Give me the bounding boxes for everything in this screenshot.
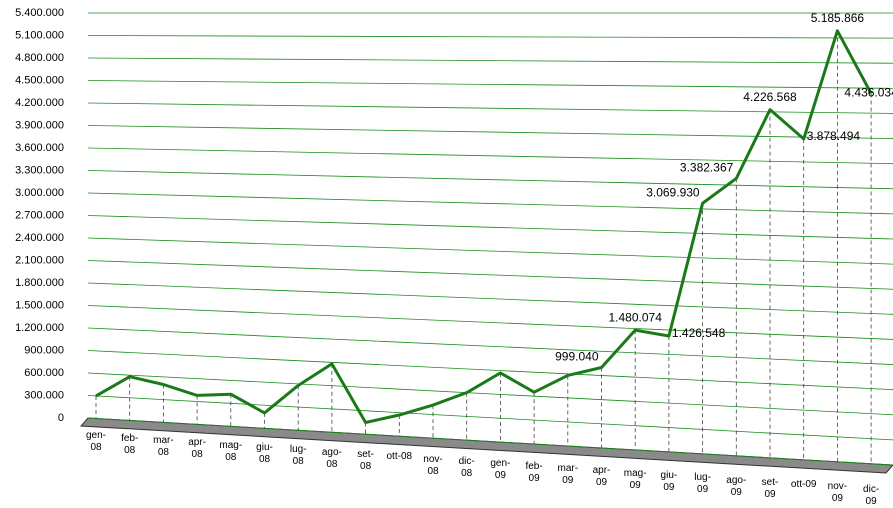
chart: 0 300.000 600.000 900.000 1.200.000 1.500.000… [15,7,893,474]
x-tick-label: apr-08 [188,437,206,461]
grid-line [87,417,893,466]
y-tick-label: 1.800.000 [15,277,64,289]
y-tick-label: 4.200.000 [15,97,64,109]
y-tick-label: 4.500.000 [15,74,64,86]
grid-line [87,80,893,89]
x-tick-label: ott-09 [790,479,817,491]
x-tick-label: lug-09 [694,472,711,496]
grid-line [87,395,893,441]
x-tick-label: gen-09 [490,458,511,482]
grid-line [87,147,893,165]
x-tick-label: apr-09 [592,465,611,489]
grid-line [87,372,893,416]
grid-line [87,192,893,215]
grid-line [87,282,893,315]
y-tick-label: 0 [58,412,64,424]
x-tick-label: mar-08 [153,435,174,459]
line-series [95,29,873,425]
y-tick-label: 3.000.000 [15,187,64,199]
y-tick-label: 600.000 [24,367,64,379]
data-label: 4.226.568 [743,90,797,104]
data-label: 1.426.548 [672,326,726,340]
x-tick-label: set-08 [357,449,374,472]
grid-line [87,237,893,265]
grid-line [87,215,893,240]
grid-line [87,350,893,391]
data-label: 5.185.866 [811,11,865,25]
y-tick-label: 300.000 [24,389,64,401]
y-tick-label: 3.600.000 [15,142,64,154]
x-tick-label: mag-09 [623,467,647,491]
grid-line [87,327,893,365]
x-tick-label: giu-08 [256,442,273,466]
grid-line [87,170,893,190]
x-tick-label: mag-08 [219,439,243,463]
x-tick-label: ott-08 [386,451,413,463]
y-tick-label: 1.200.000 [15,322,64,334]
y-tick-label: 5.100.000 [15,29,64,41]
grid-line [87,305,893,340]
x-tick-label: feb-08 [121,432,139,456]
x-tick-label: nov-08 [423,453,443,477]
x-tick-label: dic-09 [863,483,880,507]
x-tick-label: dic-08 [458,455,475,479]
x-tick-label: feb-09 [525,460,543,484]
data-label: 3.382.367 [680,161,734,175]
x-tick-label: mar-09 [557,462,579,486]
data-label: 3.878.494 [807,129,861,143]
y-tick-label: 3.300.000 [15,164,64,176]
x-tick-label: lug-08 [289,444,307,468]
data-label: 4.436.034 [844,86,893,100]
x-tick-label: ago-09 [726,474,747,498]
y-tick-label: 3.900.000 [15,119,64,131]
data-label: 3.069.930 [646,185,700,199]
y-tick-label: 900.000 [24,344,64,356]
y-tick-label: 2.100.000 [15,254,64,266]
page: {"chart_data": {"type": "line", "categor… [15,6,893,507]
x-tick-label: gen-08 [85,430,106,454]
y-tick-label: 2.400.000 [15,232,64,244]
grid-line [87,260,893,290]
y-tick-label: 2.700.000 [15,209,64,221]
y-tick-label: 1.500.000 [15,299,64,311]
x-tick-label: ago-08 [321,446,342,470]
x-tick-label: set-09 [761,476,779,500]
grid-line [87,35,893,39]
y-tick-label: 5.400.000 [15,7,64,19]
x-tick-label: nov-09 [827,481,848,505]
grid-line [87,102,893,114]
data-label: 1.480.074 [609,310,663,324]
grid-line [87,125,893,139]
y-tick-label: 4.800.000 [15,52,64,64]
data-label: 999.040 [555,350,599,364]
grid-line [87,57,893,64]
